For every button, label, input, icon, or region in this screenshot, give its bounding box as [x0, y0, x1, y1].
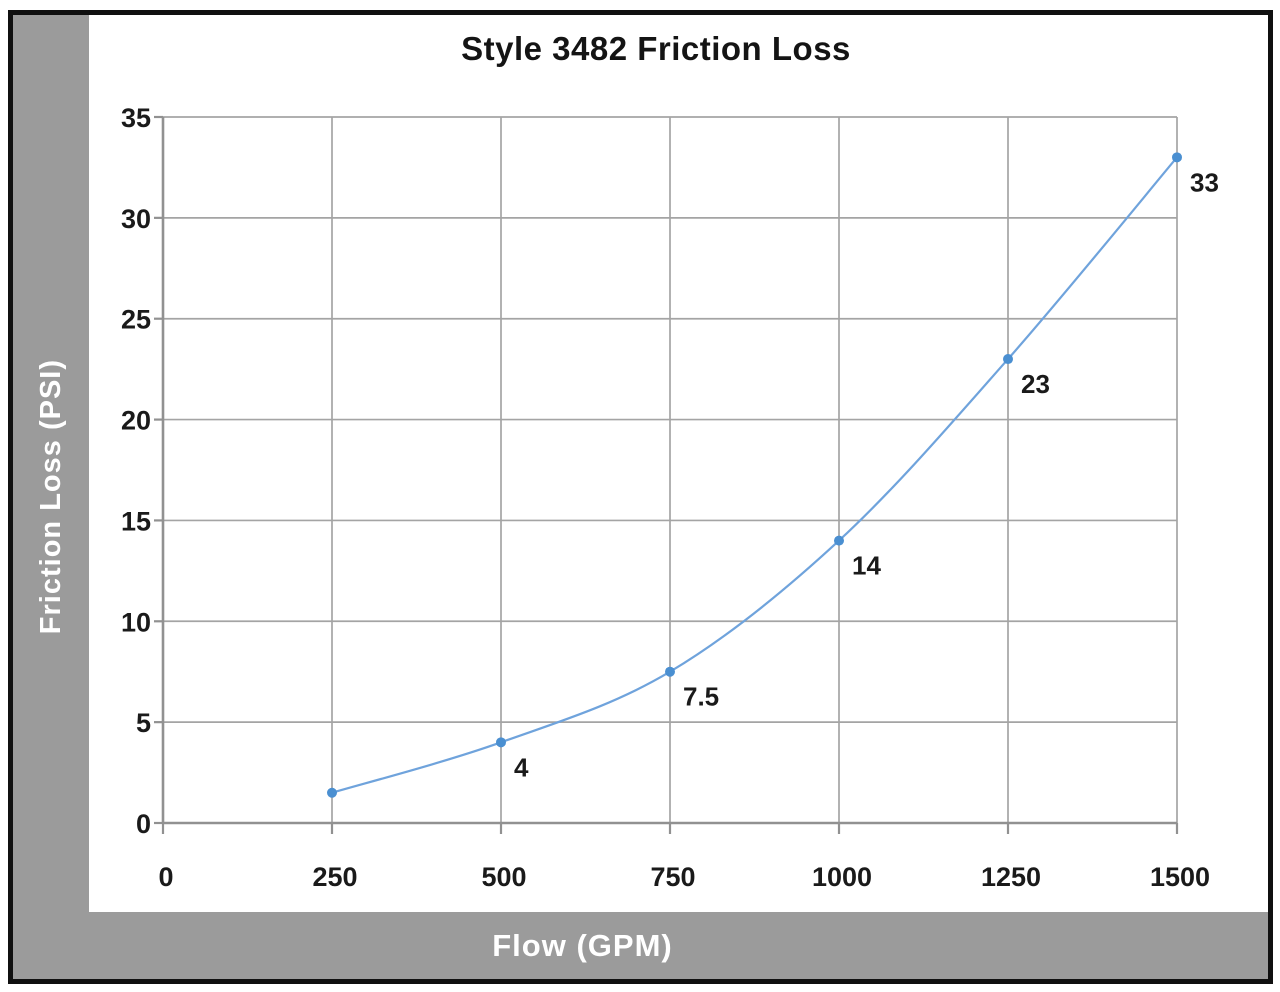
y-axis-title-wrap: Friction Loss (PSI)	[13, 15, 89, 979]
x-axis-title-wrap: Flow (GPM)	[13, 912, 1152, 979]
chart-frame: Friction Loss (PSI) Flow (GPM)	[8, 10, 1273, 984]
chart-title: Style 3482 Friction Loss	[461, 30, 851, 67]
x-axis-title: Flow (GPM)	[492, 927, 673, 963]
x-axis-band	[13, 912, 1268, 979]
y-axis-title: Friction Loss (PSI)	[34, 359, 67, 635]
y-axis-band	[13, 15, 89, 979]
